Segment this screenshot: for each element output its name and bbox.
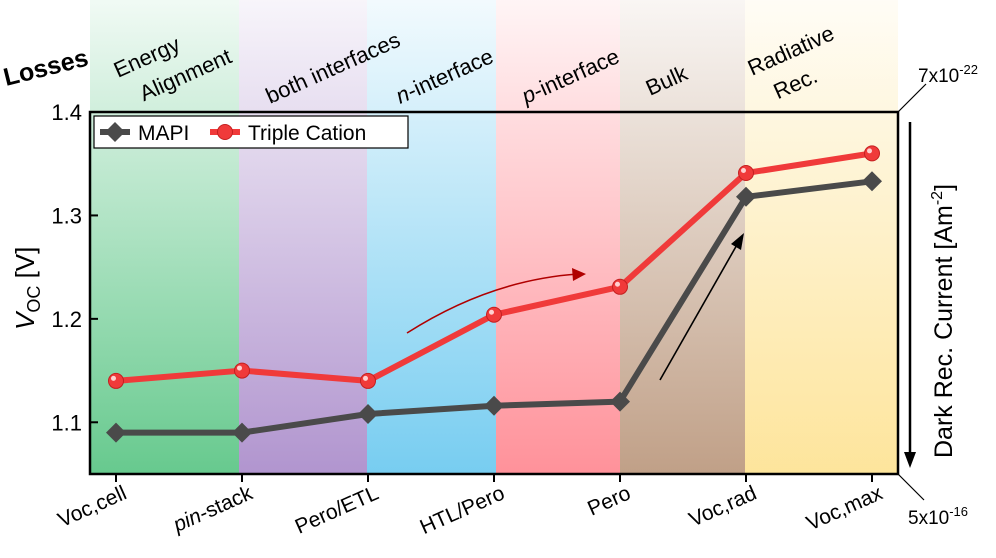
x-axis: Voc,cell pin-stack Pero/ETL HTL/Pero Pero Voc… (55, 474, 886, 540)
trend-arrow-curve (406, 273, 579, 334)
x-tick-label: Voc,rad (686, 482, 760, 532)
data-point-highlight (867, 148, 872, 154)
data-point-triple-cation (360, 372, 376, 389)
right-top-value-text: 7x10 (918, 66, 959, 87)
right-axis-label-text: Dark Rec. Current [Am (930, 205, 958, 458)
data-point-mapi (232, 422, 252, 443)
right-bottom-leader (897, 473, 925, 501)
right-axis-label: Dark Rec. Current [Am-2] (929, 184, 958, 458)
losses-label: Losses (1, 44, 91, 92)
data-point-triple-cation (108, 372, 124, 389)
data-point-mapi (610, 391, 630, 412)
x-tick-label: pin-stack (169, 481, 256, 537)
legend-marker (217, 124, 233, 140)
data-point-mapi (358, 404, 378, 425)
x-tick-label-rest: -stack (196, 481, 257, 525)
legend-box (93, 115, 409, 149)
data-point-triple-cation (486, 306, 502, 323)
x-tick-label: Voc,cell (55, 482, 130, 532)
data-point-highlight (615, 281, 620, 287)
right-top-value-exp: -22 (959, 62, 978, 77)
y-axis-label-sub: OC (24, 286, 44, 313)
data-point-highlight (741, 168, 746, 174)
data-point-highlight (237, 365, 242, 371)
region-band (745, 0, 898, 474)
data-point-highlight (363, 375, 368, 381)
right-bottom-value-text: 5x10 (908, 508, 949, 529)
right-bottom-value-exp: -16 (949, 504, 968, 519)
region-band (239, 0, 367, 474)
data-point-triple-cation (864, 145, 880, 162)
right-top-leader (897, 83, 927, 113)
trend-arrows (406, 233, 744, 381)
legend-marker (105, 122, 125, 142)
data-point-highlight (489, 309, 494, 315)
data-point-highlight (111, 375, 116, 381)
legend-label: Triple Cation (248, 122, 366, 145)
right-top-value: 7x10-22 (918, 62, 978, 87)
right-axis-arrowhead (904, 452, 916, 468)
right-axis-label-exp: -2 (929, 191, 946, 205)
data-point-mapi (862, 171, 882, 192)
region-bands (90, 0, 898, 474)
right-axis-label-close: ] (930, 184, 958, 191)
x-tick-label: HTL/Pero (417, 482, 508, 540)
legend: MAPI Triple Cation (93, 115, 409, 149)
y-tick-label: 1.4 (51, 100, 82, 125)
trend-arrowhead (572, 268, 586, 281)
y-tick-label: 1.1 (51, 410, 82, 435)
region-band (496, 0, 620, 474)
y-axis-label-main: V (10, 310, 40, 330)
x-tick-label: Voc,max (803, 481, 886, 535)
data-point-triple-cation (234, 362, 250, 379)
region-band (90, 0, 239, 474)
legend-label: MAPI (138, 122, 189, 145)
y-axis-label-unit: [V] (10, 247, 40, 286)
right-bottom-value: 5x10-16 (908, 504, 968, 529)
y-tick-label: 1.2 (51, 307, 82, 332)
y-axis-label: VOC [V] (10, 247, 44, 330)
series-markers (106, 145, 882, 443)
data-point-mapi (484, 395, 504, 416)
x-tick-label: Pero (584, 482, 634, 521)
region-band (367, 0, 496, 474)
y-axis: 1.1 1.2 1.3 1.4 (51, 100, 98, 435)
x-tick-label: Pero/ETL (292, 482, 382, 539)
trend-arrow-line (659, 242, 739, 381)
data-point-mapi (106, 422, 126, 443)
y-tick-label: 1.3 (51, 203, 82, 228)
data-point-triple-cation (738, 165, 754, 182)
data-point-triple-cation (612, 278, 628, 295)
data-point-mapi (736, 186, 756, 207)
trend-arrowhead (731, 233, 744, 250)
